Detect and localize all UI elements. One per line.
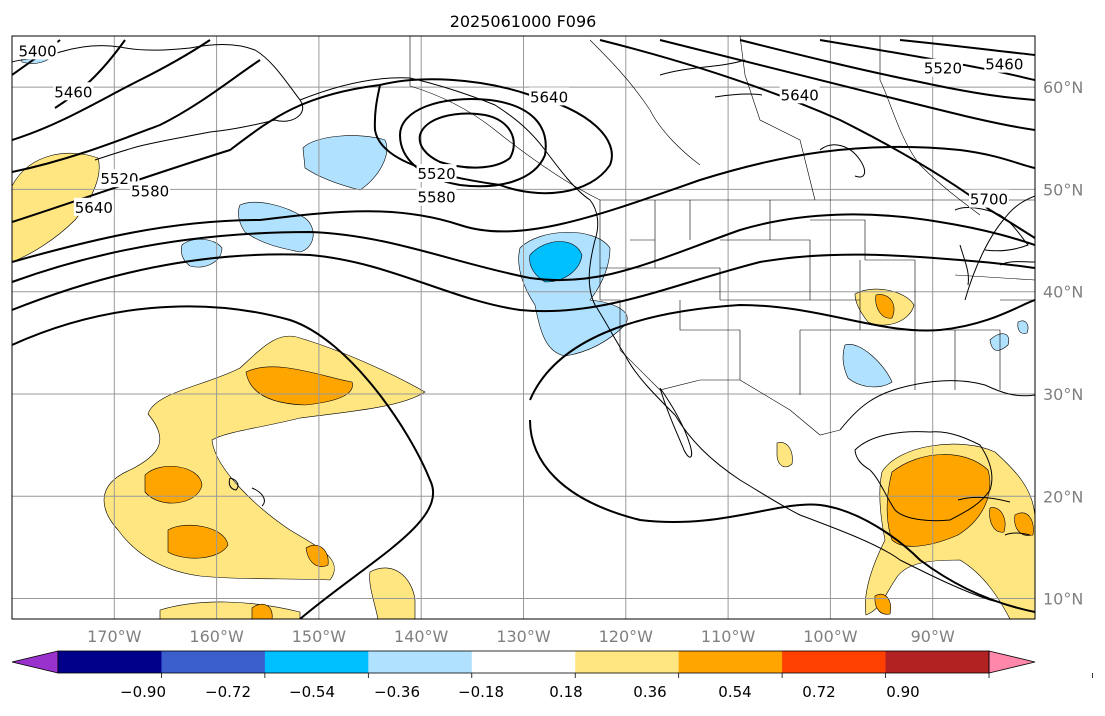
lon-label: 150°W [292, 627, 347, 646]
coastlines [12, 44, 1035, 613]
contour-label-backing [779, 85, 820, 104]
map-title: 2025061000 F096 [450, 12, 597, 31]
contour-label-backing [53, 82, 94, 101]
contour-label-backing [416, 187, 457, 206]
contour-label: 5640 [75, 199, 113, 217]
lon-label: 90°W [911, 627, 955, 646]
contour-label-backing [99, 169, 140, 188]
contour-label: 5520 [417, 165, 455, 183]
contour-label-backing [529, 87, 570, 106]
contour-label: 5700 [970, 191, 1008, 209]
lat-label: 30°N [1043, 385, 1083, 404]
lon-label: 130°W [496, 627, 551, 646]
colorbar-tick-label: 0.90 [886, 683, 919, 701]
contour-label-backing [984, 54, 1025, 73]
lon-label: 110°W [701, 627, 756, 646]
colorbar-segment [678, 651, 783, 673]
colorbar-tick-label: −0.18 [458, 683, 504, 701]
colorbar-tick-label: −0.72 [205, 683, 251, 701]
positive-anomaly-shading [12, 152, 1035, 619]
colorbar-tick-label: −0.54 [289, 683, 335, 701]
gridlines [12, 36, 1035, 619]
contour-label: 5460 [985, 56, 1023, 74]
contour-label-backing [73, 197, 114, 216]
colorbar-tick-label: 0.54 [718, 683, 751, 701]
colorbar-segment [264, 651, 369, 673]
contour-label-backing [130, 181, 171, 200]
colorbar: −0.90 −0.72 −0.54 −0.36 −0.18 0.18 0.36 0.54 0.7… [11, 650, 1093, 701]
colorbar-extend-low [11, 650, 59, 674]
lon-label: 160°W [189, 627, 244, 646]
contour-label: 5460 [54, 83, 92, 101]
colorbar-tick-label: 0.18 [549, 683, 582, 701]
contour-label: 5520 [100, 170, 138, 188]
height-contours [12, 39, 1035, 619]
contour-label-backing [416, 164, 457, 183]
contour-label: 5640 [530, 88, 568, 106]
contour-label: 5640 [781, 86, 819, 104]
lon-label: 140°W [394, 627, 449, 646]
colorbar-tick-label: −0.90 [120, 683, 166, 701]
lon-label: 120°W [599, 627, 654, 646]
political-borders [409, 36, 1035, 436]
contour-label: 5580 [417, 189, 455, 207]
contour-label: 5400 [18, 42, 56, 60]
lat-label: 10°N [1043, 590, 1083, 609]
colorbar-frame [57, 650, 990, 674]
lat-label: 60°N [1043, 78, 1083, 97]
colorbar-segment [58, 651, 162, 673]
lon-label: 170°W [87, 627, 142, 646]
colorbar-tick-label: 0.36 [633, 683, 666, 701]
colorbar-segment [368, 651, 473, 673]
contour-label-backing [968, 189, 1009, 208]
colorbar-tick-label: −0.36 [374, 683, 420, 701]
lon-label: 100°W [803, 627, 858, 646]
axis-labels: 170°W 160°W 150°W 140°W 130°W 120°W 110°W 100°W… [87, 78, 1083, 646]
colorbar-segment [471, 651, 576, 673]
colorbar-extend-high [988, 650, 1036, 674]
map-frame [11, 35, 1036, 620]
contour-label-backing [922, 58, 963, 77]
lat-label: 40°N [1043, 283, 1083, 302]
lat-label: 50°N [1043, 180, 1083, 199]
colorbar-segment [161, 651, 266, 673]
colorbar-segment [575, 651, 680, 673]
contour-label: 5520 [924, 60, 962, 78]
colorbar-tick-label: 0.72 [802, 683, 835, 701]
contour-label: 5580 [131, 182, 169, 200]
lat-label: 20°N [1043, 487, 1083, 506]
colorbar-segment [885, 651, 990, 673]
contour-label-backing [17, 41, 58, 60]
colorbar-segment [782, 651, 887, 673]
